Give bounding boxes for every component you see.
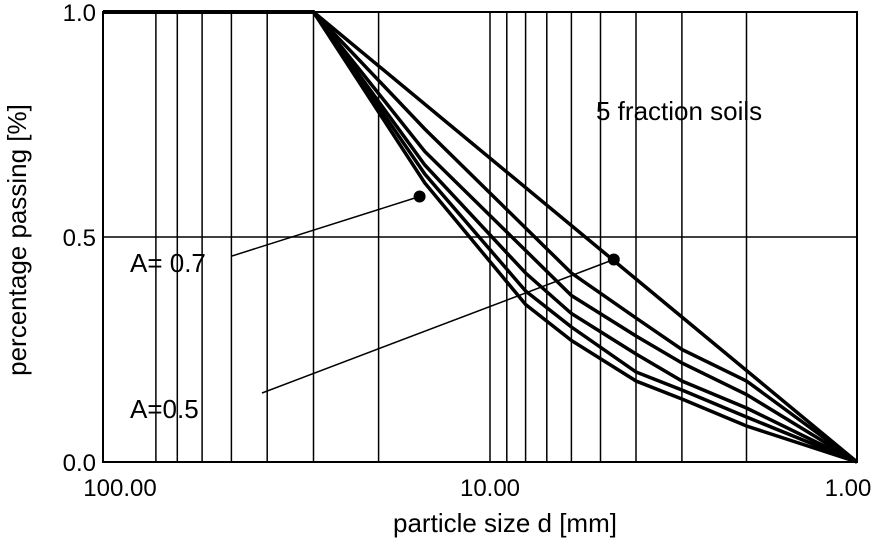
grid	[103, 12, 857, 462]
y-tick-label: 0.0	[63, 450, 96, 477]
y-tick-label: 1.0	[63, 0, 96, 27]
annotation-label: A= 0.7	[130, 248, 206, 278]
y-tick-label: 0.5	[63, 225, 96, 252]
x-tick-label: 10.00	[460, 475, 520, 502]
grading-curve	[103, 10, 858, 464]
grading-curve	[103, 10, 858, 464]
grading-curve	[103, 10, 859, 464]
annotation-label: A=0.5	[130, 394, 199, 424]
grading-curve	[103, 10, 858, 464]
annotation-label: 5 fraction soils	[596, 96, 762, 126]
x-axis-title: particle size d [mm]	[393, 508, 617, 538]
x-tick-label: 100.00	[83, 475, 156, 502]
annotation-leader	[231, 195, 420, 257]
grading-curve	[103, 10, 859, 464]
plot-frame	[102, 11, 858, 463]
y-axis-title: percentage passing [%]	[2, 104, 32, 376]
tick-labels: 100.00 10.00 1.00 0.0 0.5 1.0	[63, 0, 872, 502]
annotation-group: 5 fraction soils A= 0.7 A=0.5	[130, 96, 762, 424]
x-tick-label: 1.00	[825, 475, 872, 502]
series-group	[103, 10, 859, 464]
annotation-leader	[261, 258, 615, 394]
